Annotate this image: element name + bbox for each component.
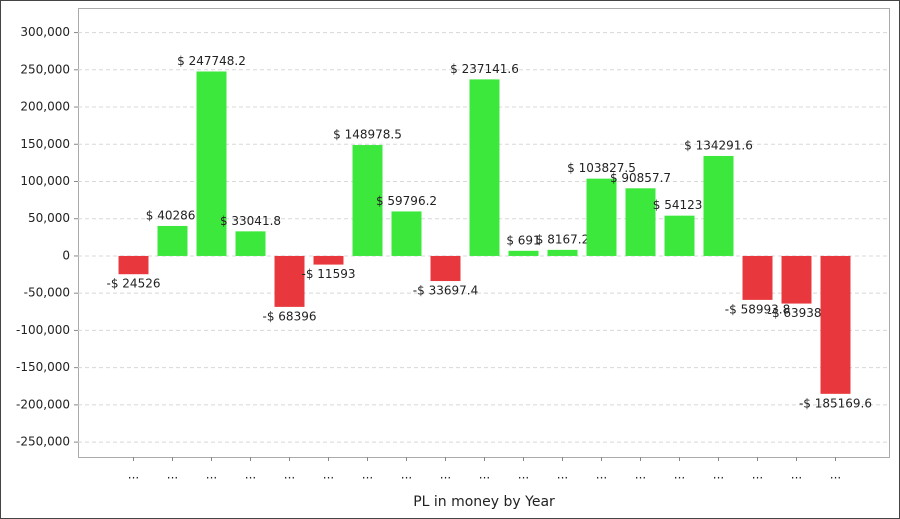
y-tick-label: 250,000: [20, 62, 70, 76]
value-label: $ 8167.2: [536, 232, 589, 246]
y-tick-label: 200,000: [20, 100, 70, 114]
x-tick-label: ...: [440, 468, 451, 482]
value-label: -$ 63938.: [768, 306, 826, 320]
bar: [313, 255, 344, 265]
bar: [742, 255, 773, 300]
y-tick-label: -50,000: [24, 286, 70, 300]
y-tick-label: -250,000: [16, 435, 70, 449]
value-label: $ 134291.6: [684, 138, 753, 152]
x-tick-label: ...: [674, 468, 685, 482]
x-tick-label: ...: [167, 468, 178, 482]
x-tick-label: ...: [245, 468, 256, 482]
x-tick-label: ...: [791, 468, 802, 482]
x-tick-label: ...: [752, 468, 763, 482]
bar: [391, 211, 422, 256]
y-tick-label: -200,000: [16, 397, 70, 411]
value-label: $ 237141.6: [450, 62, 519, 76]
bar: [430, 255, 461, 282]
value-label: $ 90857.7: [610, 171, 671, 185]
value-label: $ 691: [506, 233, 540, 247]
y-tick-label: 0: [62, 248, 70, 262]
x-tick-label: ...: [284, 468, 295, 482]
x-tick-label: ...: [323, 468, 334, 482]
value-label: $ 247748.2: [177, 54, 246, 68]
bar: [157, 225, 188, 256]
value-label: -$ 185169.6: [799, 396, 872, 410]
x-tick-label: ...: [362, 468, 373, 482]
bar: [781, 255, 812, 304]
y-tick-label: -100,000: [16, 323, 70, 337]
value-label: $ 148978.5: [333, 128, 402, 142]
y-tick-label: -150,000: [16, 360, 70, 374]
bar: [664, 215, 695, 256]
bar: [118, 255, 149, 275]
value-label: $ 40286.: [146, 208, 199, 222]
x-tick-label: ...: [128, 468, 139, 482]
bar: [625, 188, 656, 256]
value-label: -$ 11593: [302, 267, 356, 281]
x-tick-label: ...: [479, 468, 490, 482]
x-tick-label: ...: [830, 468, 841, 482]
x-tick-label: ...: [713, 468, 724, 482]
value-label: $ 103827.5: [567, 161, 636, 175]
value-label: -$ 33697.4: [413, 284, 478, 298]
x-tick-label: ...: [206, 468, 217, 482]
bar: [469, 79, 500, 256]
bar: [352, 145, 383, 256]
x-tick-label: ...: [557, 468, 568, 482]
value-label: $ 59796.2: [376, 194, 437, 208]
x-tick-label: ...: [596, 468, 607, 482]
y-tick-label: 300,000: [20, 25, 70, 39]
bar: [703, 155, 734, 256]
x-tick-label: ...: [635, 468, 646, 482]
y-tick-label: 150,000: [20, 137, 70, 151]
value-label: -$ 68396: [263, 309, 317, 323]
bar: [547, 249, 578, 256]
bar: [586, 178, 617, 256]
y-tick-label: 100,000: [20, 174, 70, 188]
x-tick-label: ...: [401, 468, 412, 482]
x-tick-label: ...: [518, 468, 529, 482]
y-tick-label: 50,000: [28, 211, 70, 225]
bar: [235, 231, 266, 256]
value-label: -$ 58993.8: [725, 302, 790, 316]
bar: [274, 255, 305, 307]
x-axis-title: PL in money by Year: [413, 494, 555, 510]
bar: [820, 255, 851, 394]
bar: [196, 71, 227, 256]
value-label: $ 54123.: [653, 198, 706, 212]
value-label: $ 33041.8: [220, 214, 281, 228]
bar: [508, 250, 539, 256]
value-label: -$ 24526: [107, 277, 161, 291]
